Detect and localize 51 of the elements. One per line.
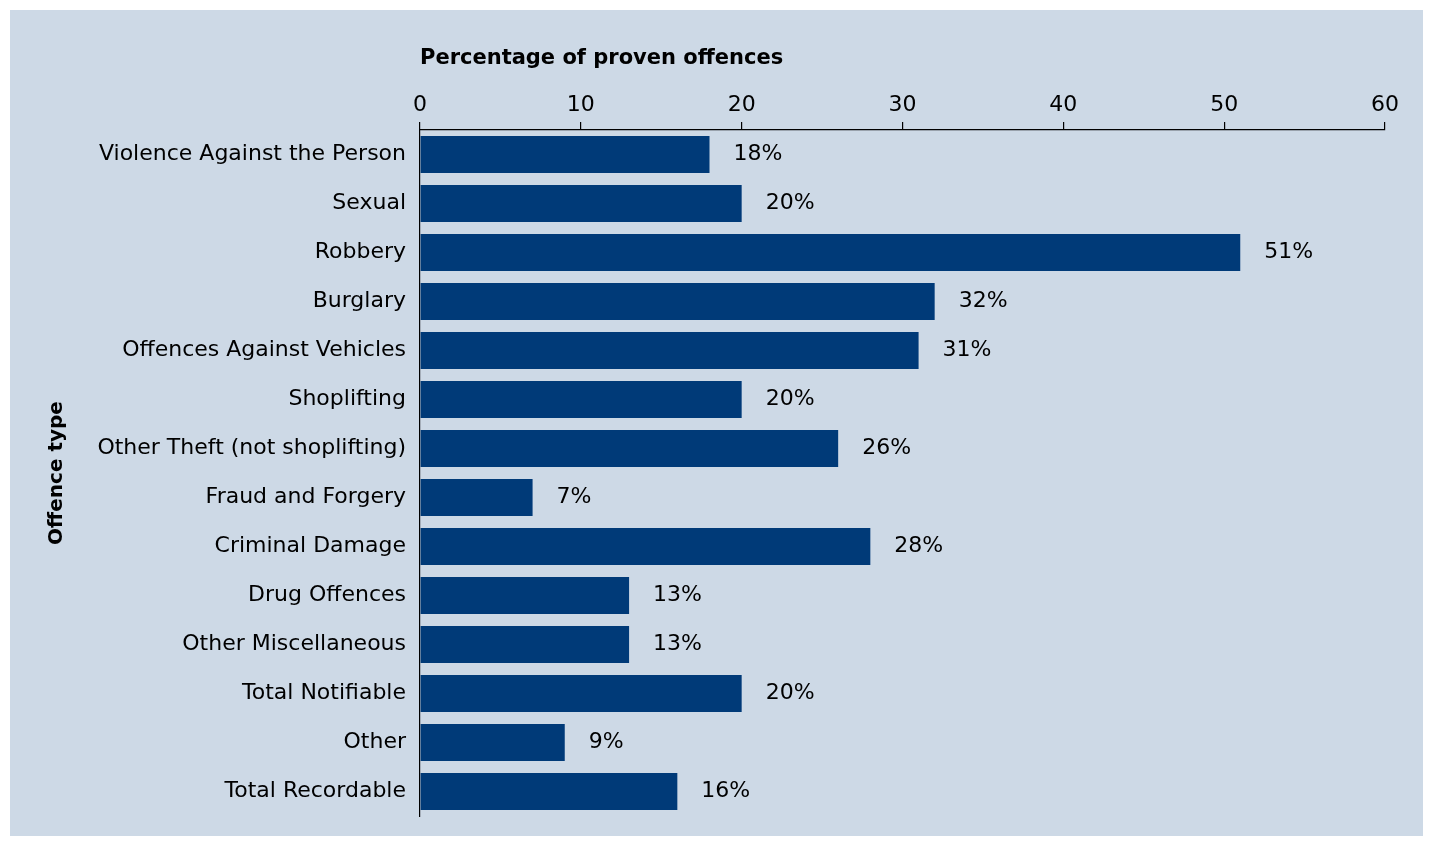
data-label: 18%	[733, 140, 783, 166]
data-label: 20%	[765, 189, 815, 215]
bar	[420, 184, 742, 223]
data-label: 32%	[958, 287, 1008, 313]
y-tick-label: Total Recordable	[223, 777, 406, 803]
x-tick-label: 0	[413, 90, 427, 116]
y-tick-label: Other	[343, 728, 407, 754]
data-label: 20%	[765, 679, 815, 705]
y-tick-label: Criminal Damage	[214, 532, 406, 558]
bar	[420, 380, 742, 419]
y-tick-label: Other Miscellaneous	[182, 630, 406, 656]
bar	[420, 723, 565, 762]
x-tick-label: 30	[888, 90, 917, 116]
y-tick-label: Violence Against the Person	[98, 140, 406, 166]
bar	[420, 576, 630, 615]
y-tick-label: Robbery	[314, 238, 406, 264]
bar	[420, 429, 839, 468]
data-label: 31%	[942, 336, 992, 362]
bar	[420, 478, 533, 517]
data-label: 28%	[894, 532, 944, 558]
data-label: 13%	[653, 581, 702, 607]
y-tick-label: Fraud and Forgery	[205, 483, 406, 509]
x-axis-title: Percentage of proven offences	[420, 45, 784, 70]
bar	[420, 135, 710, 174]
data-label: 13%	[653, 630, 702, 656]
y-tick-label: Other Theft (not shoplifting)	[97, 434, 406, 460]
y-tick-label: Sexual	[332, 189, 406, 215]
bar	[420, 527, 871, 566]
bar	[420, 331, 919, 370]
data-label: 26%	[862, 434, 912, 460]
data-label: 7%	[556, 483, 592, 509]
y-tick-label: Burglary	[312, 287, 406, 313]
x-tick-label: 40	[1049, 90, 1078, 116]
bar	[420, 674, 742, 713]
x-tick-label: 50	[1210, 90, 1239, 116]
data-label: 16%	[701, 777, 751, 803]
x-tick-label: 20	[727, 90, 756, 116]
data-label: 20%	[765, 385, 815, 411]
data-label: 9%	[588, 728, 624, 754]
x-tick-label: 60	[1371, 90, 1399, 116]
y-tick-label: Drug Offences	[248, 581, 406, 607]
bar	[420, 772, 678, 811]
y-tick-label: Total Notifiable	[241, 679, 406, 705]
data-label: 51%	[1264, 238, 1314, 264]
bar	[420, 282, 935, 321]
bar	[420, 625, 630, 664]
x-tick-label: 10	[566, 90, 595, 116]
y-axis-title: Offence type	[43, 401, 68, 545]
y-tick-label: Shoplifting	[288, 385, 406, 411]
y-tick-label: Offences Against Vehicles	[122, 336, 406, 362]
bar	[420, 233, 1241, 272]
